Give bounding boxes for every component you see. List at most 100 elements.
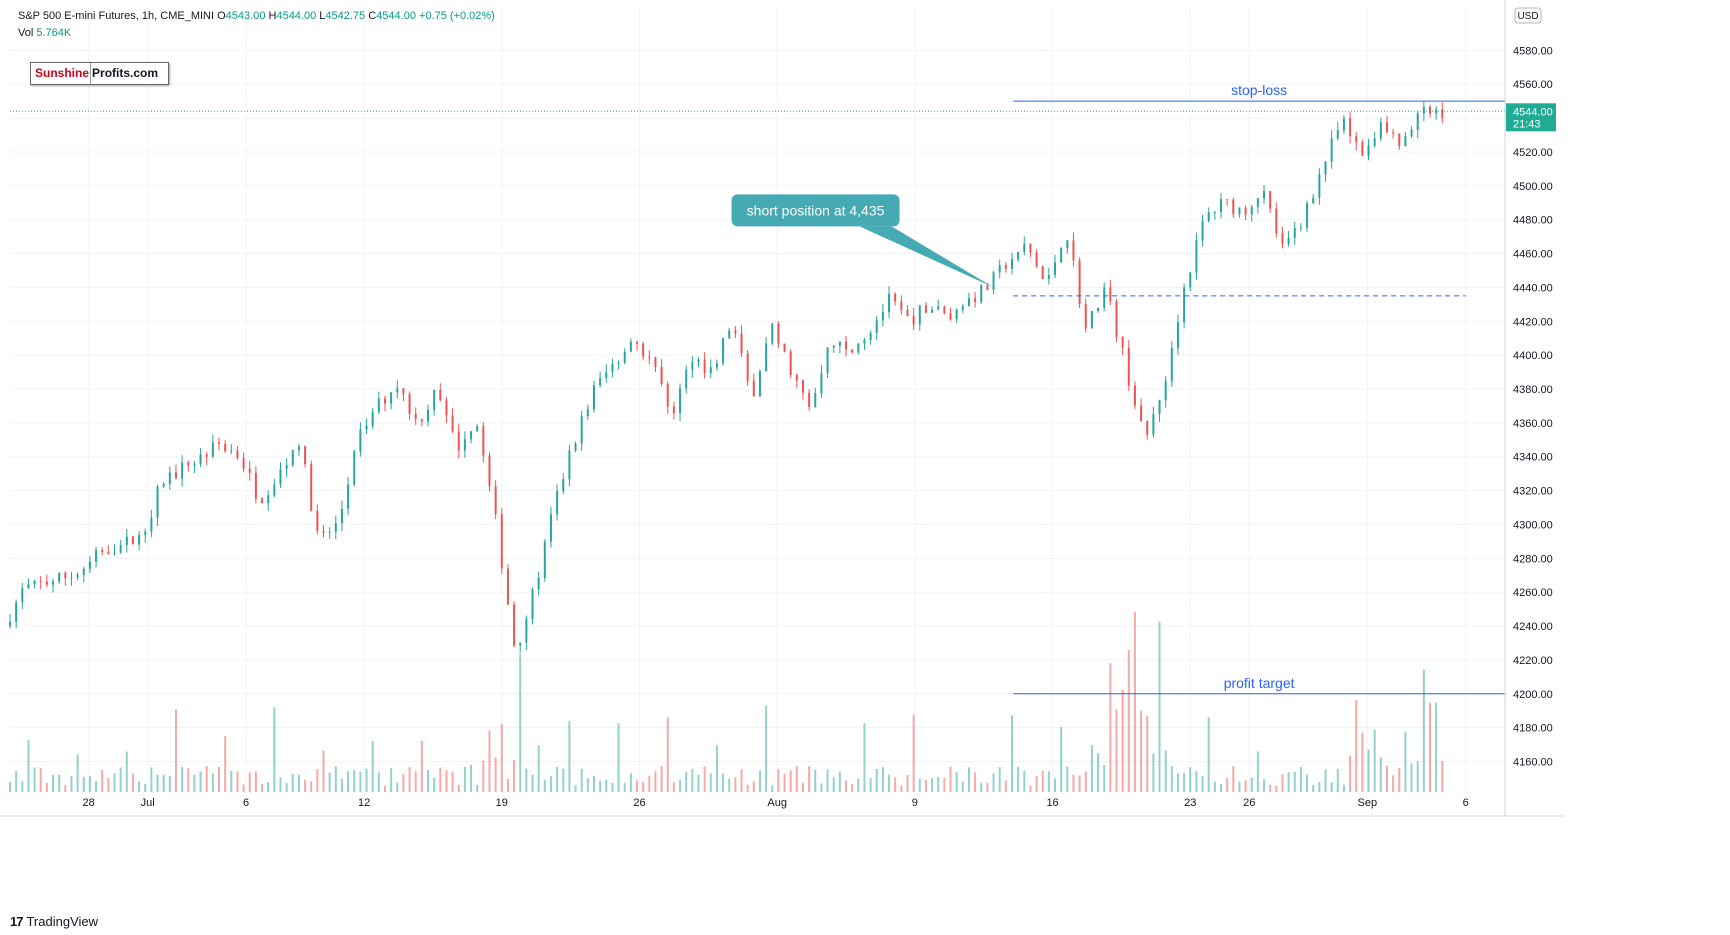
candle-body <box>974 298 977 302</box>
volume-bar <box>310 781 313 792</box>
candle-body <box>875 320 878 333</box>
candle-body <box>506 568 509 605</box>
candle-body <box>777 323 780 344</box>
volume-bar <box>943 777 946 792</box>
close-label: C <box>368 10 377 22</box>
volume-bar <box>1084 771 1087 792</box>
volume-bar <box>383 785 386 792</box>
candle-body <box>457 431 460 451</box>
volume-bar <box>1060 727 1063 792</box>
volume-bar <box>599 780 602 792</box>
candle-body <box>316 510 319 531</box>
volume-bar <box>291 773 294 792</box>
short-position-bubble <box>731 194 900 227</box>
volume-bar <box>1029 785 1032 792</box>
candle-body <box>162 484 165 487</box>
price-tick-label: 4300.00 <box>1513 519 1553 531</box>
candle-body <box>586 409 589 416</box>
volume-bar <box>1066 766 1069 792</box>
volume-bar <box>740 769 743 792</box>
volume-bar <box>340 778 343 792</box>
volume-bar <box>1219 784 1222 792</box>
candle-body <box>150 517 153 532</box>
volume-label: Vol <box>18 27 34 39</box>
volume-bar <box>58 774 61 792</box>
candle-body <box>1385 122 1388 133</box>
candle-body <box>1361 142 1364 156</box>
volume-bar <box>150 767 153 792</box>
candle-body <box>980 284 983 302</box>
candle-body <box>906 309 909 317</box>
candle-body <box>218 442 221 445</box>
volume-bar <box>1035 776 1038 792</box>
last-price-label: 4544.00 <box>1513 106 1553 118</box>
candle-body <box>304 446 307 465</box>
price-tick-label: 4420.00 <box>1513 316 1553 328</box>
price-tick-label: 4580.00 <box>1513 45 1553 57</box>
candle-body <box>746 353 749 381</box>
volume-bar <box>1121 690 1124 792</box>
time-tick-label: Jul <box>141 797 155 809</box>
candle-body <box>955 309 958 320</box>
volume-bar <box>328 772 331 792</box>
volume-bar <box>420 740 423 792</box>
candle-body <box>519 642 522 646</box>
volume-bar <box>789 770 792 792</box>
volume-bar <box>144 783 147 792</box>
candle-body <box>52 581 55 585</box>
price-tick-label: 4240.00 <box>1513 621 1553 633</box>
candle-body <box>1373 138 1376 146</box>
volume-bar <box>1023 770 1026 792</box>
volume-bar <box>1158 621 1161 792</box>
volume-bar <box>709 773 712 792</box>
volume-bar <box>795 766 798 792</box>
volume-bar <box>888 774 891 792</box>
volume-bar <box>402 774 405 792</box>
candle-body <box>715 363 718 368</box>
volume-bar <box>580 768 583 792</box>
volume-bar <box>242 784 245 792</box>
candle-body <box>82 568 85 575</box>
candle-body <box>629 341 632 352</box>
candle-body <box>568 450 571 480</box>
countdown-label: 21:43 <box>1513 118 1541 130</box>
candle-body <box>1097 307 1100 312</box>
candle-body <box>789 351 792 375</box>
volume-bar <box>1275 785 1278 792</box>
volume-bar <box>211 773 214 792</box>
volume-bar <box>1324 769 1327 792</box>
volume-bar <box>1410 763 1413 792</box>
volume-legend: Vol 5.764K <box>18 27 71 39</box>
candle-body <box>703 359 706 373</box>
volume-bar <box>506 778 509 792</box>
candle-body <box>236 450 239 459</box>
candle-body <box>1084 304 1087 329</box>
candle-body <box>1244 207 1247 215</box>
volume-bar <box>463 766 466 792</box>
low-label: L <box>319 10 326 22</box>
candle-body <box>1029 243 1032 253</box>
candle-body <box>1041 266 1044 280</box>
candle-body <box>556 491 559 515</box>
volume-bar <box>611 782 614 792</box>
candle-body <box>359 429 362 452</box>
high-label: H <box>268 10 277 22</box>
change-value: +0.75 (+0.02%) <box>419 10 495 22</box>
candles <box>9 101 1444 653</box>
volume-bar <box>1361 732 1364 792</box>
candle-body <box>383 398 386 404</box>
tradingview-brand[interactable]: 17 TradingView <box>10 914 98 929</box>
volume-bar <box>636 780 639 792</box>
candle-body <box>758 371 761 396</box>
candle-body <box>390 392 393 404</box>
volume-bar <box>857 778 860 792</box>
volume-bar <box>549 776 552 792</box>
candle-body <box>1441 109 1444 118</box>
volume-bar <box>1133 612 1136 792</box>
currency-label: USD <box>1517 11 1538 22</box>
candle-body <box>101 550 104 553</box>
candle-body <box>814 393 817 407</box>
candle-body <box>543 541 546 578</box>
volume-bar <box>906 774 909 792</box>
candle-body <box>451 415 454 432</box>
